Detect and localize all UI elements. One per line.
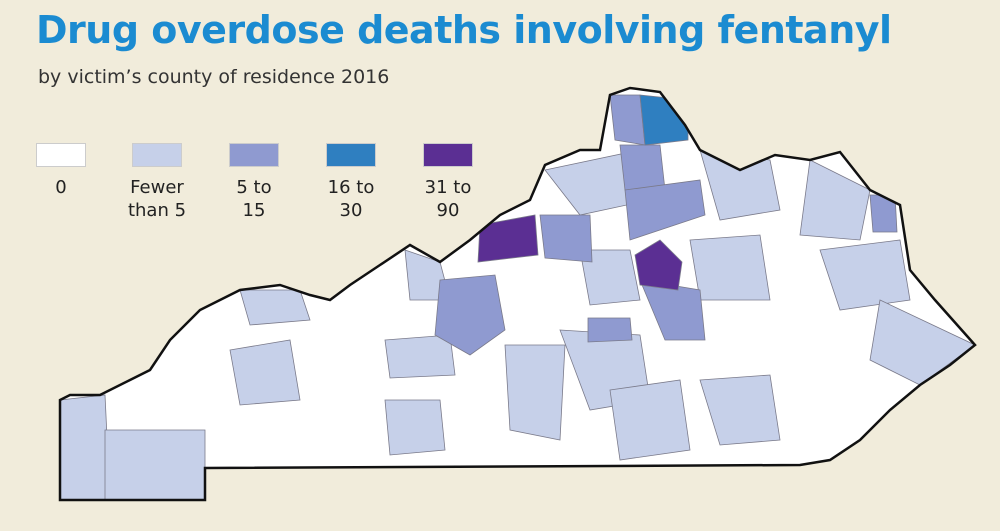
county <box>229 339 301 406</box>
county <box>624 179 706 241</box>
legend-label: Fewer than 5 <box>127 177 187 221</box>
county <box>384 334 456 379</box>
legend-label: 0 <box>55 177 67 198</box>
county <box>239 289 311 326</box>
legend-swatch <box>36 143 86 167</box>
legend-item: Fewer than 5 <box>122 143 192 222</box>
county <box>504 344 566 441</box>
county <box>434 274 506 356</box>
county <box>104 429 206 500</box>
county <box>60 394 111 500</box>
county <box>819 239 911 311</box>
county <box>587 317 633 343</box>
legend-item: 31 to 90 <box>413 143 483 222</box>
county <box>539 214 593 263</box>
title: Drug overdose deaths involving fentanyl <box>36 8 892 52</box>
county <box>634 239 683 291</box>
county <box>609 94 646 146</box>
subtitle: by victim’s county of residence 2016 <box>38 66 390 88</box>
county <box>689 234 771 301</box>
county <box>639 279 706 341</box>
legend-label: 31 to 90 <box>424 177 472 221</box>
legend-swatch <box>423 143 473 167</box>
county <box>609 379 691 461</box>
legend-label: 16 to 30 <box>327 177 375 221</box>
county <box>619 144 666 191</box>
legend-swatch <box>132 143 182 167</box>
legend-label: 5 to 15 <box>236 177 272 221</box>
county <box>699 374 781 446</box>
legend-item: 16 to 30 <box>316 143 386 222</box>
county <box>384 399 446 456</box>
legend-item: 5 to 15 <box>219 143 289 222</box>
legend-swatch <box>229 143 279 167</box>
legend-item: 0 <box>26 143 96 200</box>
county <box>477 214 539 263</box>
county <box>579 249 641 306</box>
legend-swatch <box>326 143 376 167</box>
county <box>799 159 871 241</box>
